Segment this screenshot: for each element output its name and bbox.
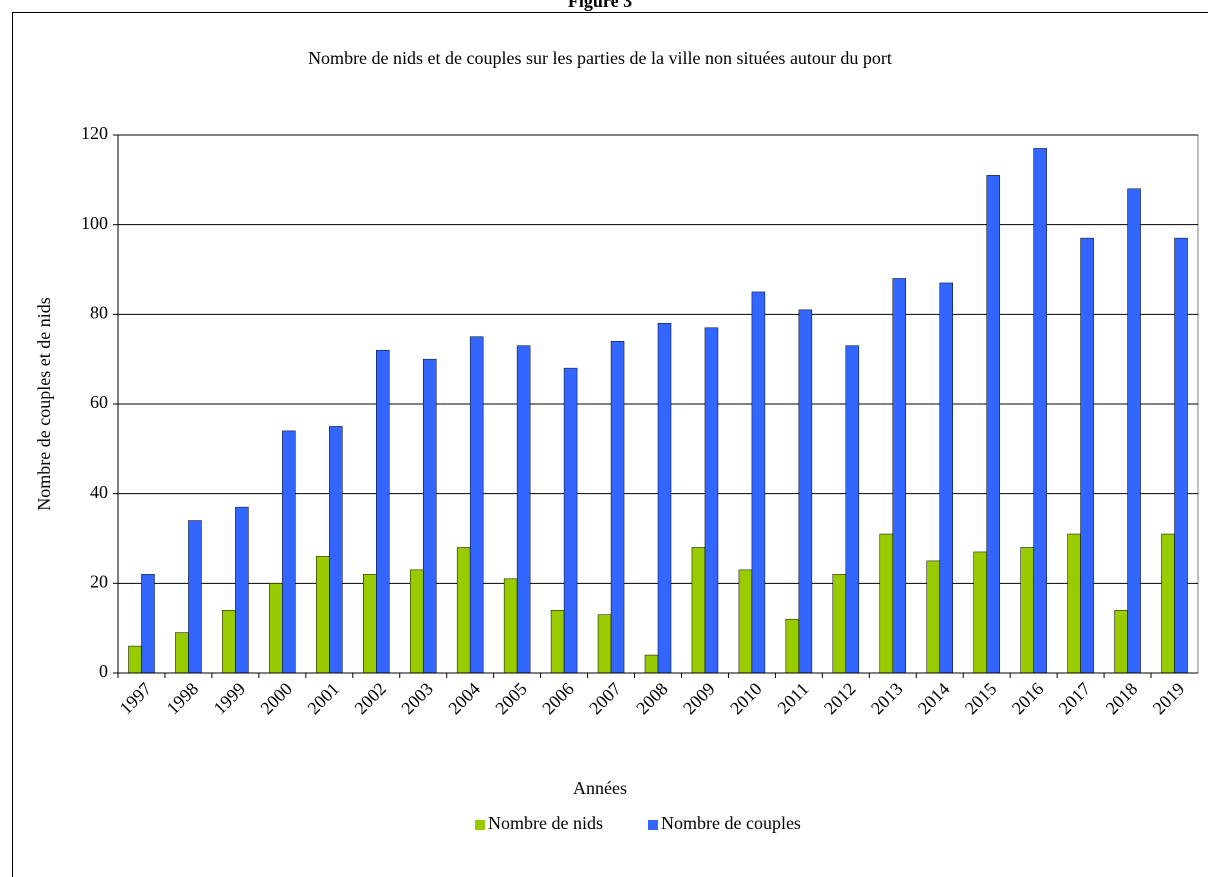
y-tick-label: 100 xyxy=(81,213,108,233)
bar xyxy=(175,632,189,674)
x-axis-label: Années xyxy=(573,778,627,798)
legend-swatch xyxy=(647,820,658,830)
bar xyxy=(973,551,987,674)
y-tick-label: 60 xyxy=(90,392,108,412)
bar xyxy=(738,569,753,674)
chart-title: Nombre de nids et de couples sur les par… xyxy=(308,48,892,68)
legend-label: Nombre de couples xyxy=(661,813,801,833)
bar xyxy=(316,556,330,674)
bar xyxy=(939,282,953,674)
y-axis-label: Nombre de couples et de nids xyxy=(34,297,54,510)
bar xyxy=(657,323,672,674)
bar xyxy=(141,574,155,674)
x-tick-label: 2005 xyxy=(491,679,531,719)
bar xyxy=(845,345,860,674)
bar xyxy=(188,520,202,674)
bar xyxy=(329,426,343,674)
bar xyxy=(986,175,1000,674)
x-tick-label: 2007 xyxy=(585,679,625,719)
bar xyxy=(222,609,236,674)
bar xyxy=(1114,609,1128,674)
bar xyxy=(376,349,390,674)
legend-swatch xyxy=(475,820,485,830)
x-tick-label: 1998 xyxy=(163,679,203,719)
bar xyxy=(516,345,531,674)
bar xyxy=(597,614,612,674)
x-tick-label: 2000 xyxy=(256,679,296,719)
bar xyxy=(751,291,766,674)
bar xyxy=(235,506,249,674)
x-tick-label: 1997 xyxy=(116,679,156,719)
bar xyxy=(644,654,659,674)
bar xyxy=(1067,533,1081,674)
bar xyxy=(422,358,437,674)
bar xyxy=(785,618,800,674)
bar xyxy=(550,609,565,674)
y-tick-label: 120 xyxy=(81,123,108,143)
figure-heading: Figure 3 xyxy=(568,0,632,11)
bar xyxy=(456,547,471,674)
bar xyxy=(469,336,484,674)
bar xyxy=(926,560,940,674)
bar xyxy=(503,578,518,674)
bar xyxy=(1080,237,1094,674)
y-tick-label: 40 xyxy=(90,482,108,502)
x-tick-label: 2018 xyxy=(1102,679,1142,719)
x-tick-label: 2008 xyxy=(632,679,672,719)
bar xyxy=(563,367,578,674)
x-tick-label: 2009 xyxy=(679,679,719,719)
x-tick-label: 2003 xyxy=(397,679,437,719)
bar xyxy=(363,574,377,674)
bar xyxy=(282,430,296,674)
x-tick-label: 2011 xyxy=(773,679,812,718)
y-tick-label: 0 xyxy=(99,661,108,681)
y-tick-label: 20 xyxy=(90,571,108,591)
x-tick-label: 2010 xyxy=(726,679,766,719)
chart-border xyxy=(12,12,1208,877)
x-tick-label: 2014 xyxy=(914,679,954,719)
y-tick-label: 80 xyxy=(90,302,108,322)
bar xyxy=(409,569,424,674)
x-tick-label: 2016 xyxy=(1008,679,1048,719)
x-tick-label: 2019 xyxy=(1149,679,1189,719)
bar xyxy=(892,278,907,674)
bar xyxy=(704,327,719,674)
x-tick-label: 2015 xyxy=(961,679,1001,719)
x-tick-label: 2012 xyxy=(820,679,860,719)
x-tick-label: 2002 xyxy=(350,679,390,719)
bar xyxy=(269,583,283,674)
bar xyxy=(1161,533,1175,674)
x-tick-label: 2001 xyxy=(303,679,343,719)
bar xyxy=(1020,547,1034,674)
x-tick-label: 1999 xyxy=(210,679,250,719)
legend-label: Nombre de nids xyxy=(488,813,603,833)
bar xyxy=(832,574,847,674)
x-tick-label: 2017 xyxy=(1055,679,1095,719)
bar xyxy=(691,547,706,674)
bar xyxy=(1127,188,1141,674)
bar xyxy=(1033,148,1047,674)
bar xyxy=(1174,237,1188,674)
bar xyxy=(128,645,142,674)
bar xyxy=(879,533,894,674)
bar xyxy=(798,309,813,674)
x-tick-label: 2013 xyxy=(867,679,907,719)
x-tick-label: 2004 xyxy=(444,679,484,719)
bar xyxy=(610,340,625,674)
x-tick-label: 2006 xyxy=(538,679,578,719)
